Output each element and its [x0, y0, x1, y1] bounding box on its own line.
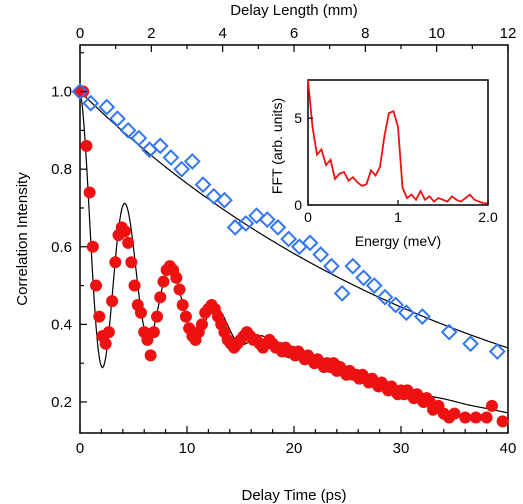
red-data-point — [80, 139, 93, 152]
inset-axis-ticks: 0 1 2.0 0 5 — [294, 110, 498, 225]
inset-x-tick-label: 1 — [394, 209, 402, 225]
x2-tick-label: 8 — [361, 25, 369, 42]
red-data-point — [99, 337, 112, 350]
red-data-point — [459, 411, 472, 424]
red-data-point — [83, 186, 96, 199]
inset-chart: 0 1 2.0 0 5 Energy (meV) FFT (arb. units) — [269, 79, 498, 249]
blue-data-point — [387, 296, 405, 314]
inset-y-tick-label: 0 — [294, 197, 302, 213]
fft-line — [307, 79, 488, 205]
blue-data-point — [280, 230, 298, 248]
red-data-point — [151, 310, 164, 323]
blue-data-point — [413, 308, 431, 326]
red-data-point — [106, 295, 119, 308]
x2-tick-label: 0 — [76, 25, 84, 42]
x2-tick-label: 2 — [147, 25, 155, 42]
inset-x-tick-label: 0 — [304, 209, 312, 225]
blue-data-point — [119, 121, 137, 139]
red-data-point — [128, 279, 141, 292]
blue-data-point — [440, 323, 458, 341]
red-data-point — [102, 326, 115, 339]
red-data-point — [485, 399, 498, 412]
blue-data-point — [301, 234, 319, 252]
blue-data-point — [183, 152, 201, 170]
x2-tick-label: 6 — [290, 25, 298, 42]
inset-x-tick-label: 2.0 — [478, 209, 498, 225]
blue-data-point — [333, 284, 351, 302]
x2-tick-label: 10 — [428, 25, 445, 42]
red-data-point — [122, 236, 135, 249]
blue-data-point — [98, 98, 116, 116]
main-axis-ticks: 0 10 20 30 400 2 4 6 8 10 120.20.40.60.81.0 — [51, 25, 516, 457]
red-data-point — [93, 310, 106, 323]
red-data-point — [448, 407, 461, 420]
blue-data-point — [323, 257, 340, 275]
red-data-point — [157, 275, 170, 288]
blue-data-point — [365, 277, 383, 294]
blue-data-point — [173, 160, 191, 178]
x-tick-label: 20 — [286, 440, 303, 457]
x-tick-label: 40 — [500, 440, 517, 457]
x2-tick-label: 12 — [500, 25, 517, 42]
red-data-point — [195, 318, 208, 331]
red-data-point — [173, 283, 186, 296]
blue-data-point — [355, 269, 372, 287]
blue-data-point — [344, 257, 362, 275]
blue-data-point — [130, 129, 148, 147]
inset-y-tick-label: 5 — [294, 110, 302, 126]
y-axis-title: Correlation Intensity — [14, 172, 31, 306]
red-data-point — [125, 256, 138, 269]
y-tick-label: 0.4 — [51, 316, 72, 333]
red-data-point — [170, 271, 183, 284]
inset-fft-line — [307, 79, 488, 205]
inset-x-axis-title: Energy (meV) — [355, 233, 441, 249]
x2-tick-label: 4 — [218, 25, 226, 42]
blue-data-point — [488, 343, 506, 360]
red-data-point — [109, 256, 122, 269]
blue-data-point — [205, 187, 223, 205]
red-data-point — [176, 298, 189, 311]
y-tick-label: 0.6 — [51, 239, 72, 256]
red-data-point — [154, 291, 167, 304]
red-data-point — [134, 306, 147, 319]
blue-data-point — [376, 288, 394, 306]
y-tick-label: 1.0 — [51, 84, 72, 101]
inset-background — [308, 80, 488, 205]
top-x-axis-title: Delay Length (mm) — [230, 2, 358, 19]
red-data-point — [480, 411, 493, 424]
red-data-point — [86, 240, 99, 253]
blue-data-point — [312, 246, 330, 263]
x-tick-label: 10 — [179, 440, 196, 457]
inset-y-axis-title: FFT (arb. units) — [269, 98, 285, 194]
blue-data-point — [237, 215, 255, 232]
blue-data-point — [82, 94, 100, 112]
y-tick-label: 0.8 — [51, 161, 72, 178]
x-axis-title: Delay Time (ps) — [241, 487, 346, 504]
red-data-point — [144, 349, 157, 362]
blue-data-point — [151, 137, 169, 155]
x-tick-label: 0 — [76, 440, 84, 457]
main-chart: 0 10 20 30 400 2 4 6 8 10 120.20.40.60.81.0 Delay … — [14, 2, 516, 504]
y-tick-label: 0.2 — [51, 394, 72, 411]
red-data-point — [469, 411, 482, 424]
blue-data-point — [258, 211, 276, 229]
blue-data-point — [162, 149, 180, 166]
red-data-point — [179, 310, 192, 323]
blue-data-point — [194, 176, 212, 194]
blue-diamond-series — [71, 83, 506, 360]
red-data-point — [496, 415, 509, 428]
red-circle-series — [74, 85, 509, 428]
blue-data-point — [269, 218, 287, 236]
blue-data-point — [397, 304, 415, 322]
blue-data-point — [462, 335, 479, 353]
red-data-point — [90, 279, 103, 292]
red-data-point — [147, 326, 160, 339]
x-tick-label: 30 — [393, 440, 410, 457]
blue-data-point — [109, 110, 126, 128]
blue-data-point — [71, 83, 89, 100]
blue-data-point — [216, 191, 233, 209]
blue-data-point — [248, 207, 265, 225]
red-data-point — [118, 225, 131, 238]
